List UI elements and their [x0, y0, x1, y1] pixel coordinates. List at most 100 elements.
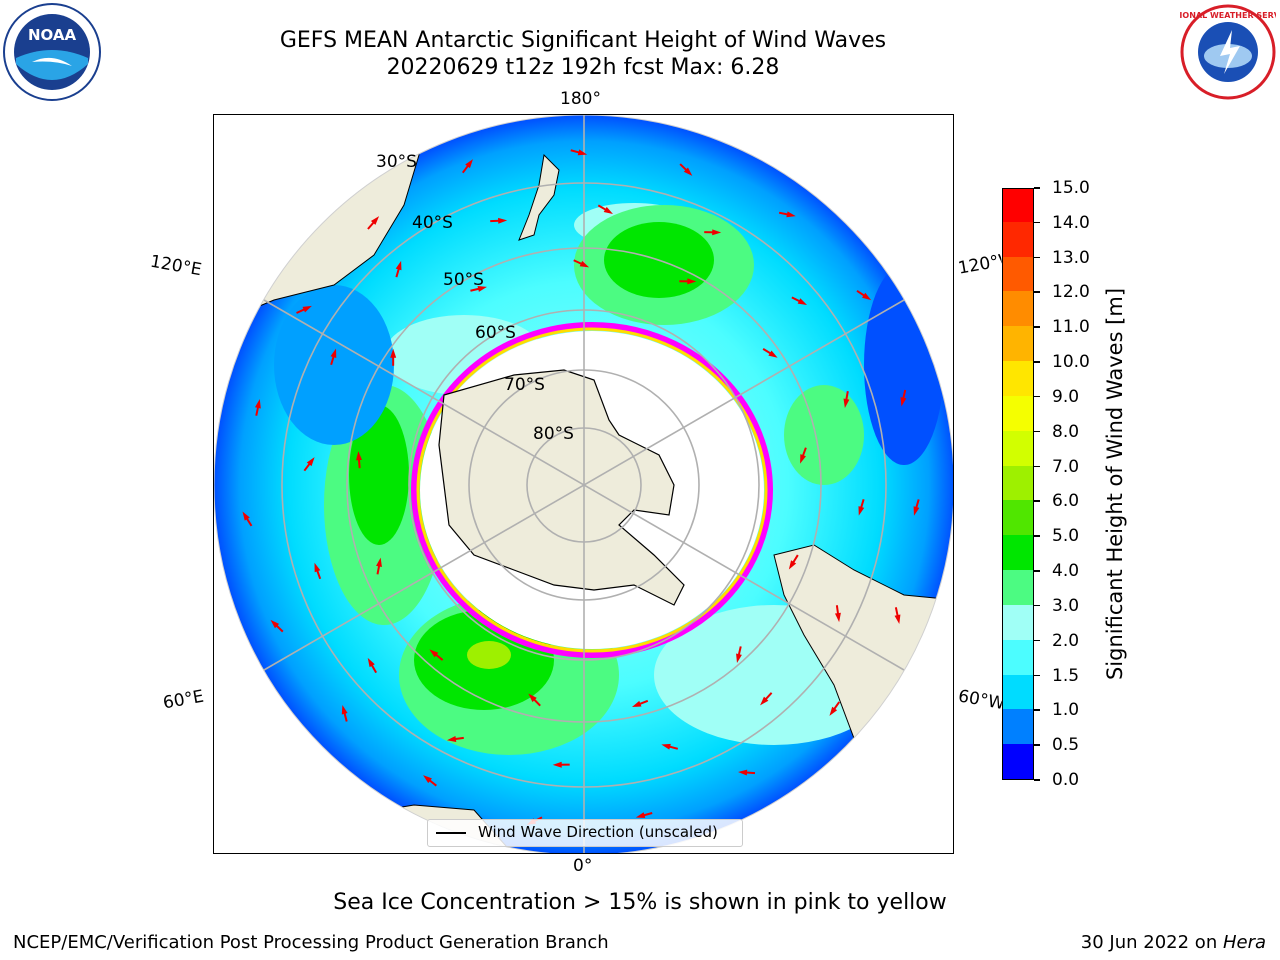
map-legend: Wind Wave Direction (unscaled): [427, 819, 743, 847]
colorbar-tick-mark: [1034, 570, 1040, 572]
wave-direction-arrowhead: [683, 167, 693, 176]
colorbar-segment: [1003, 256, 1033, 292]
colorbar-segment: [1003, 674, 1033, 710]
colorbar-tick-label: 8.0: [1052, 421, 1080, 442]
wave-direction-arrowhead: [843, 398, 850, 408]
colorbar-tick-mark: [1034, 291, 1040, 293]
sea-ice-edge-inner: [416, 327, 768, 653]
wave-patch: [864, 265, 944, 465]
colorbar-tick-mark: [1034, 709, 1040, 711]
lat-label-80s: 80°S: [533, 424, 574, 444]
colorbar-tick-label: 11.0: [1052, 317, 1090, 338]
wave-direction-arrowhead: [800, 454, 806, 464]
wave-direction-arrowhead: [477, 286, 487, 292]
wave-direction-arrowhead: [552, 761, 562, 768]
colorbar-segment: [1003, 221, 1033, 257]
wave-direction-arrowhead: [760, 696, 769, 706]
colorbar-segment: [1003, 534, 1033, 571]
wave-direction-arrowhead: [712, 229, 722, 236]
colorbar-tick-mark: [1034, 500, 1040, 502]
colorbar-tick-mark: [1034, 639, 1040, 642]
colorbar-segment: [1003, 290, 1033, 327]
colorbar-tick-mark: [1034, 779, 1040, 781]
lon-label-120e: 120°E: [148, 251, 204, 281]
colorbar-tick-mark: [1034, 674, 1040, 677]
wave-direction-arrowhead: [498, 217, 508, 224]
wave-direction-arrowhead: [429, 649, 439, 658]
lon-label-60e: 60°E: [161, 686, 206, 714]
wave-direction-arrowhead: [370, 216, 380, 225]
wave-direction-arrowhead: [661, 743, 671, 750]
colorbar-tick-mark: [1034, 256, 1040, 259]
colorbar-tick-mark: [1034, 326, 1040, 328]
wave-patch: [467, 641, 511, 669]
wave-direction-arrowhead: [635, 812, 646, 819]
lon-label-120w: 120°W: [956, 251, 1004, 279]
antarctica-land: [438, 369, 685, 606]
wave-direction-arrowhead: [528, 693, 537, 703]
lat-label-30s: 30°S: [376, 152, 417, 172]
chart-subtitle: 20220629 t12z 192h fcst Max: 6.28: [386, 55, 780, 80]
colorbar-tick-label: 0.0: [1052, 770, 1080, 790]
wave-direction-arrowhead: [306, 457, 315, 467]
lon-label-60w: 60°W: [956, 686, 1004, 714]
noaa-logo-text: NOAA: [28, 26, 77, 44]
lat-label-40s: 40°S: [412, 213, 453, 233]
footer-date-text: 30 Jun 2022 on: [1080, 932, 1223, 953]
colorbar-segment: [1003, 325, 1033, 362]
colorbar-tick-label: 10.0: [1052, 352, 1090, 373]
colorbar-tick-label: 1.0: [1052, 700, 1080, 721]
nws-logo: NATIONAL WEATHER SERVICE: [1162, 4, 1280, 100]
colorbar-tick-mark: [1034, 535, 1040, 537]
wave-direction-arrowhead: [862, 292, 872, 301]
colorbar-tick-label: 7.0: [1052, 456, 1080, 477]
colorbar-tick-mark: [1034, 604, 1040, 607]
colorbar-tick-label: 12.0: [1052, 282, 1090, 303]
map-panel: 30°S 40°S 50°S 60°S 70°S 80°S Wind Wave …: [213, 114, 954, 854]
wave-direction-arrowhead: [330, 348, 337, 358]
wave-direction-arrowhead: [446, 736, 457, 742]
colorbar-segment: [1003, 430, 1033, 466]
wave-direction-arrowhead: [788, 560, 797, 570]
colorbar-tick-label: 9.0: [1052, 386, 1080, 407]
sea-ice-caption: Sea Ice Concentration > 15% is shown in …: [333, 890, 947, 915]
wave-direction-arrowhead: [341, 705, 348, 715]
colorbar-tick-label: 13.0: [1052, 247, 1090, 268]
wave-direction-arrowhead: [376, 557, 382, 568]
madagascar-land: [214, 764, 300, 826]
colorbar-segment: [1003, 604, 1033, 640]
colorbar-tick-label: 14.0: [1052, 212, 1090, 233]
colorbar-tick-label: 15.0: [1052, 178, 1090, 198]
new-zealand-land: [518, 153, 560, 241]
wave-direction-arrowhead: [786, 211, 796, 218]
wave-direction-arrowhead: [738, 769, 748, 776]
wave-direction-arrowhead: [302, 305, 312, 313]
colorbar-tick-label: 2.0: [1052, 630, 1080, 651]
wave-direction-arrowhead: [254, 399, 261, 409]
wave-direction-arrowhead: [834, 612, 841, 623]
colorbar-segment: [1003, 708, 1033, 745]
colorbar-tick-mark: [1034, 465, 1040, 468]
wave-direction-arrowhead: [736, 653, 742, 663]
wave-direction-arrowhead: [858, 506, 865, 516]
lat-label-60s: 60°S: [475, 323, 516, 343]
wave-direction-arrowhead: [465, 159, 473, 169]
wind-wave-arrows: [242, 149, 920, 825]
wave-direction-arrowhead: [829, 706, 838, 716]
colorbar-tick-mark: [1034, 187, 1040, 189]
wave-direction-arrowhead: [242, 511, 250, 521]
colorbar-tick-label: 0.5: [1052, 735, 1080, 756]
wave-direction-arrowhead: [631, 700, 642, 708]
colorbar-tick-mark: [1034, 395, 1040, 398]
colorbar-tick-label: 1.5: [1052, 665, 1080, 686]
colorbar-tick-mark: [1034, 221, 1040, 224]
chart-title: GEFS MEAN Antarctic Significant Height o…: [279, 28, 887, 53]
colorbar-label: Significant Height of Wind Waves [m]: [1103, 287, 1127, 681]
wave-direction-arrowhead: [367, 657, 375, 668]
wave-direction-arrowhead: [687, 278, 697, 285]
colorbar-tick-mark: [1034, 361, 1040, 363]
colorbar-segment: [1003, 569, 1033, 605]
wave-direction-arrowhead: [423, 775, 432, 784]
lat-label-50s: 50°S: [443, 270, 484, 290]
wave-direction-arrowhead: [900, 397, 907, 407]
